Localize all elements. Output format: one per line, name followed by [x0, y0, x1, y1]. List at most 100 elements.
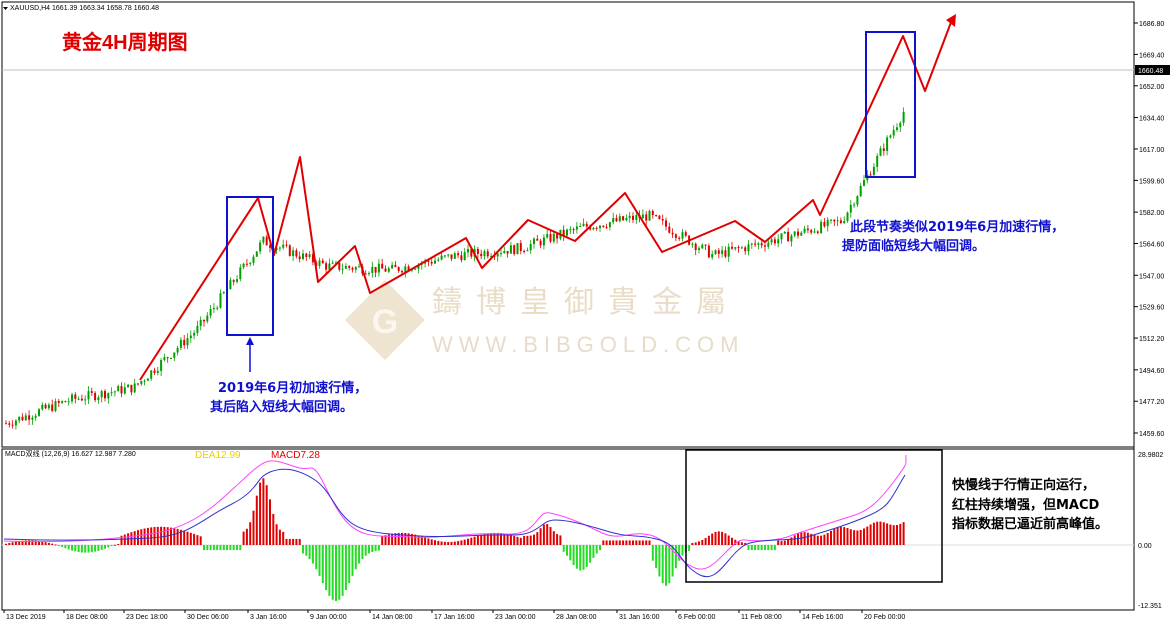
candle-body [658, 215, 661, 219]
time-tick-label: 14 Feb 16:00 [802, 614, 843, 621]
candle-body [500, 253, 502, 255]
macd-bar [28, 540, 31, 545]
candle-body [67, 401, 70, 403]
macd-bar [678, 545, 681, 561]
candle-body [869, 174, 872, 176]
current-price-label: 1660.48 [1138, 68, 1163, 75]
candle-body [737, 247, 740, 249]
price-axis: 1686.80 1669.40 1652.00 1634.40 1617.00 1599.… [1134, 21, 1164, 438]
macd-bar [899, 523, 902, 545]
candle-body [740, 247, 743, 249]
macd-bar [651, 545, 654, 561]
candle-body [21, 416, 24, 421]
macd-bar [120, 535, 123, 545]
macd-bar [8, 542, 11, 545]
macd-bar [803, 532, 806, 545]
macd-bar [183, 530, 186, 545]
macd-bar [493, 532, 496, 545]
pointer-arrowhead [246, 337, 254, 345]
candle-body [179, 339, 182, 348]
macd-bar [417, 535, 420, 545]
candle-body [783, 231, 786, 234]
candle-body [292, 250, 295, 256]
macd-bar [272, 513, 275, 545]
highlight-box-right [865, 31, 916, 178]
macd-bar [269, 499, 271, 545]
macd-bar [516, 536, 519, 545]
macd-bar [381, 536, 384, 545]
macd-bar [11, 542, 14, 545]
macd-bar [694, 542, 697, 545]
macd-bar [665, 545, 667, 586]
candle-body [170, 357, 172, 359]
macd-bar [453, 541, 456, 545]
price-tick-label: 1529.60 [1139, 305, 1164, 312]
candle-body [163, 357, 166, 361]
candle-body [265, 236, 268, 246]
macd-bar [315, 545, 318, 570]
macd-bar [793, 535, 796, 545]
candle-body [770, 239, 773, 243]
candle-body [668, 226, 671, 233]
candle-body [665, 220, 667, 227]
macd-bar [740, 542, 743, 545]
candle-body [595, 227, 598, 229]
macd-bar [434, 540, 436, 545]
macd-bar [519, 537, 522, 545]
candle-body [879, 148, 882, 156]
macd-dea-label: DEA12.99 [195, 450, 241, 461]
macd-bar [859, 529, 862, 545]
candle-body [800, 232, 803, 236]
macd-axis-zero: 0.00 [1138, 543, 1152, 550]
macd-axis-top: 28.9802 [1138, 452, 1163, 459]
candle-body [137, 383, 139, 385]
candle-body [803, 228, 806, 233]
candle-body [34, 415, 37, 418]
candle-body [806, 228, 809, 231]
macd-bar [486, 533, 489, 545]
candle-body [368, 273, 370, 275]
candle-body [681, 232, 684, 239]
macd-bar [717, 531, 720, 545]
macd-bar [476, 535, 479, 545]
candle-body [427, 260, 430, 263]
candle-body [110, 392, 113, 394]
macd-bar [546, 524, 549, 545]
candle-body [285, 244, 288, 246]
macd-bar [331, 545, 334, 600]
macd-bar [483, 534, 486, 545]
price-tick-label: 1634.40 [1139, 116, 1164, 123]
price-tick-label: 1652.00 [1139, 84, 1164, 91]
macd-bar [203, 545, 205, 551]
symbol-dropdown-icon[interactable] [3, 7, 8, 10]
candle-body [113, 391, 116, 393]
watermark-logo-letter: G [372, 303, 398, 341]
price-tick-label: 1494.60 [1139, 368, 1164, 375]
macd-bar [628, 540, 631, 545]
macd-bar [480, 534, 483, 545]
time-tick-label: 30 Dec 06:00 [187, 614, 229, 621]
candle-body [64, 401, 67, 403]
candle-body [18, 416, 21, 421]
macd-bar [285, 538, 288, 545]
candle-body [579, 226, 582, 228]
candle-body [331, 262, 334, 264]
macd-bar [658, 545, 661, 577]
macd-bar [886, 523, 889, 545]
macd-bar [599, 545, 601, 551]
candle-body [602, 225, 605, 227]
candle-body [196, 325, 199, 333]
time-tick-label: 31 Jan 16:00 [619, 614, 660, 621]
macd-bar [146, 527, 149, 545]
candle-body [711, 253, 714, 258]
candle-body [843, 221, 846, 223]
candle-body [5, 423, 7, 425]
macd-bar [704, 538, 707, 545]
candle-body [648, 210, 651, 221]
macd-bar [681, 545, 684, 556]
macd-bar [196, 535, 199, 545]
macd-bar [156, 526, 159, 545]
candle-body [186, 338, 189, 346]
candle-body [417, 264, 420, 269]
macd-bar [443, 541, 446, 545]
